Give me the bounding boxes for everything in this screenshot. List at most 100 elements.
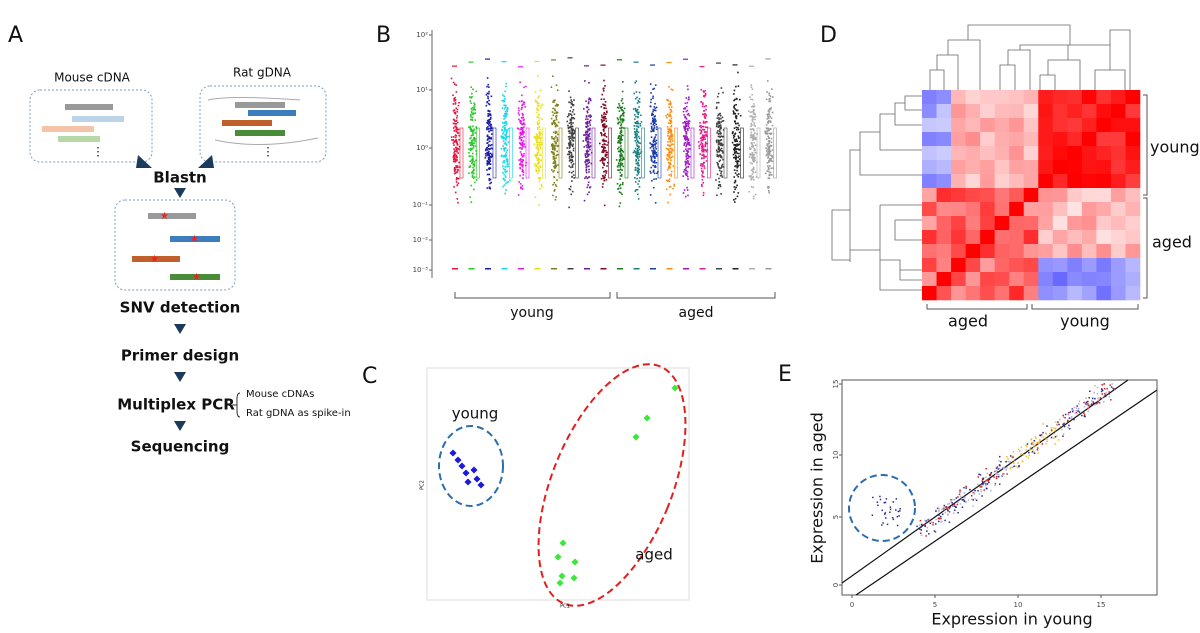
heat-cell — [951, 132, 966, 147]
dot — [1068, 417, 1071, 419]
dot — [683, 142, 686, 145]
dot — [684, 107, 686, 109]
dot — [1033, 452, 1036, 455]
dot — [601, 162, 604, 164]
dot — [652, 169, 655, 172]
dot — [501, 137, 504, 140]
dot — [703, 105, 706, 108]
dot — [472, 125, 474, 128]
dot — [718, 130, 721, 133]
dot — [555, 135, 557, 138]
dot — [635, 110, 638, 113]
dot — [686, 157, 688, 160]
dot — [455, 166, 458, 169]
dot — [1103, 387, 1106, 390]
dot — [471, 144, 474, 147]
dot — [503, 173, 506, 176]
dot — [732, 268, 739, 270]
dot — [586, 186, 589, 189]
dot — [637, 125, 639, 128]
dot — [573, 131, 576, 133]
dot — [488, 90, 490, 93]
dot — [519, 162, 522, 165]
dot — [503, 122, 506, 125]
dot — [487, 115, 489, 117]
dot — [534, 100, 537, 103]
dot — [603, 111, 606, 114]
dot — [504, 179, 506, 182]
dot — [504, 129, 506, 131]
dot — [1075, 409, 1077, 412]
dot — [896, 524, 899, 527]
dot — [669, 119, 672, 122]
dot — [702, 128, 705, 131]
dot — [651, 120, 654, 123]
dot — [665, 114, 667, 117]
dot — [588, 133, 590, 136]
dot — [567, 136, 570, 138]
dot — [569, 113, 572, 115]
dot — [755, 176, 758, 178]
dot — [636, 149, 639, 151]
dot — [882, 522, 884, 524]
box — [690, 127, 695, 179]
dot — [567, 143, 570, 145]
dot — [487, 145, 490, 147]
dot — [568, 206, 570, 209]
dot — [734, 112, 737, 115]
dot — [570, 117, 573, 120]
dot — [1042, 436, 1044, 438]
dot — [454, 168, 456, 171]
dot — [552, 120, 555, 122]
dot — [1002, 473, 1004, 475]
dot — [751, 93, 753, 96]
x-tick-label: 0 — [850, 601, 854, 609]
heat-cell — [1038, 244, 1054, 259]
dot — [752, 167, 755, 170]
dot — [556, 140, 559, 142]
dot — [555, 114, 558, 117]
dot — [652, 117, 654, 120]
dot — [537, 141, 540, 144]
dot — [766, 148, 769, 151]
dot — [652, 119, 654, 121]
dot — [722, 135, 725, 138]
dot — [469, 100, 472, 102]
dot — [586, 120, 589, 123]
dot — [504, 115, 507, 117]
heat-cell — [922, 104, 937, 119]
dot — [537, 102, 540, 105]
dot — [699, 268, 706, 270]
highlight — [848, 474, 916, 542]
dot — [938, 514, 940, 516]
dot — [705, 114, 708, 117]
dot — [634, 133, 637, 136]
dot — [470, 128, 472, 130]
dot — [454, 96, 456, 99]
dot — [469, 155, 472, 157]
dot — [636, 193, 639, 196]
dot — [504, 155, 507, 158]
dot — [552, 99, 555, 102]
dot — [1012, 450, 1015, 453]
heat-cell — [1052, 174, 1068, 189]
dot — [539, 139, 542, 141]
dot — [720, 117, 722, 120]
dot — [472, 166, 474, 169]
dot — [490, 147, 492, 150]
dot — [636, 171, 639, 173]
dot — [684, 122, 687, 124]
dot — [570, 151, 573, 154]
dot — [571, 128, 574, 130]
dot — [551, 59, 556, 61]
dot — [571, 156, 574, 159]
x-tick-label: 10 — [1014, 601, 1023, 609]
dot — [521, 94, 523, 97]
dot — [996, 472, 998, 474]
dot — [505, 104, 507, 107]
heat-cell — [922, 188, 937, 203]
dot — [501, 107, 504, 109]
dot — [551, 123, 554, 126]
dot — [700, 131, 703, 133]
dot — [587, 102, 590, 105]
